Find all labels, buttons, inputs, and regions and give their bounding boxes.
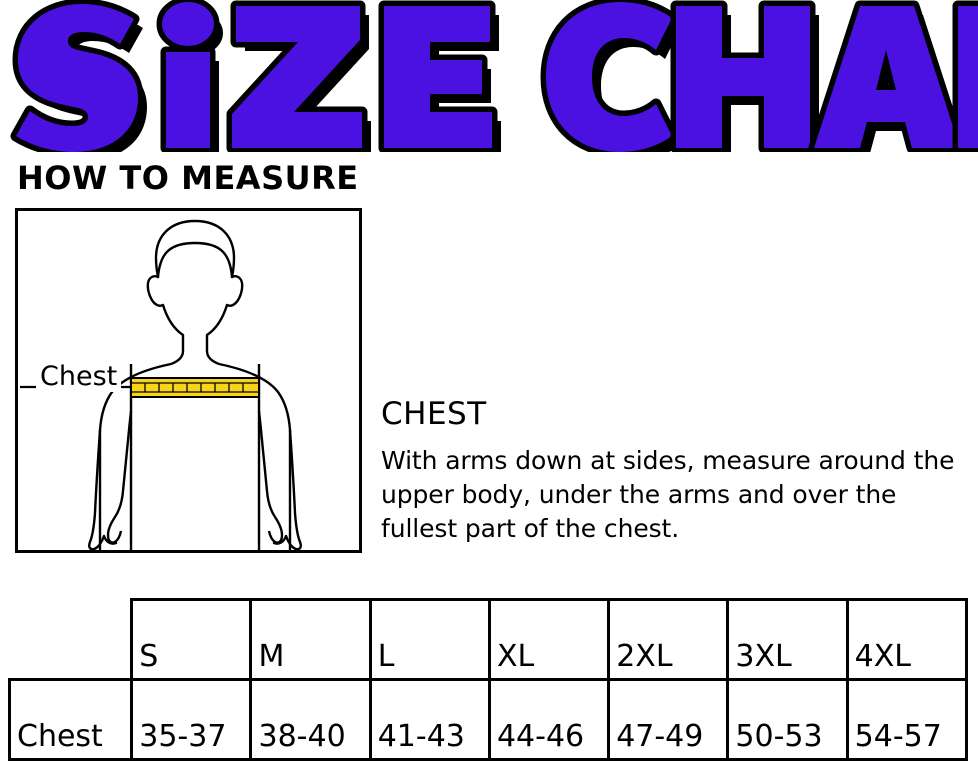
table-corner-blank: [10, 600, 132, 680]
right-hand: [272, 534, 288, 545]
table-cell-chest-s: 35-37: [130, 678, 253, 761]
right-shoulder-outline: [218, 362, 292, 550]
table-row-chest: Chest 35-37 38-40 41-43 44-46 47-49 50-5…: [7, 678, 969, 761]
male-torso-diagram: [20, 219, 302, 550]
measuring-tape: [130, 377, 260, 398]
table-cell-chest-2xl: 47-49: [607, 678, 730, 761]
head-left-outline: [146, 219, 196, 366]
table-row-label-chest: Chest: [7, 678, 134, 761]
table-cell-chest-l: 41-43: [368, 678, 491, 761]
table-header-cell-l: L: [368, 598, 491, 681]
table-header-cell-4xl: 4XL: [845, 598, 969, 681]
chest-description-heading: CHEST: [381, 396, 487, 432]
chest-description-block: CHEST With arms down at sides, measure a…: [381, 396, 966, 546]
left-arm-outer: [88, 429, 106, 550]
table-header-cell-xl: XL: [487, 598, 611, 681]
table-header-cell-s: S: [130, 598, 253, 681]
table-cell-chest-m: 38-40: [249, 678, 372, 761]
left-shoulder-outline: [98, 362, 172, 550]
table-header-cell-2xl: 2XL: [607, 598, 730, 681]
table-header-cell-3xl: 3XL: [726, 598, 849, 681]
table-cell-chest-3xl: 50-53: [726, 678, 849, 761]
head-right-outline: [194, 219, 244, 366]
table-header-row: S M L XL 2XL 3XL 4XL: [10, 598, 969, 681]
page-title: [0, 0, 978, 152]
size-table-container: S M L XL 2XL 3XL 4XL Chest 35-37 38-40 4…: [7, 598, 970, 761]
hairline: [156, 241, 234, 279]
size-table: S M L XL 2XL 3XL 4XL Chest 35-37 38-40 4…: [7, 598, 969, 761]
table-header-cell-m: M: [249, 598, 372, 681]
table-cell-chest-xl: 44-46: [487, 678, 611, 761]
right-arm-inner: [257, 410, 284, 544]
measurement-figure-box: Chest: [15, 208, 362, 553]
size-chart-title-graphic: [0, 0, 978, 152]
chest-label: Chest: [36, 362, 122, 392]
how-to-measure-heading: HOW TO MEASURE: [17, 159, 359, 197]
right-arm-outer: [284, 429, 302, 550]
chest-description-text: With arms down at sides, measure around …: [381, 446, 955, 543]
left-hand: [102, 534, 118, 545]
table-cell-chest-4xl: 54-57: [845, 678, 969, 761]
left-arm-inner: [106, 410, 133, 544]
